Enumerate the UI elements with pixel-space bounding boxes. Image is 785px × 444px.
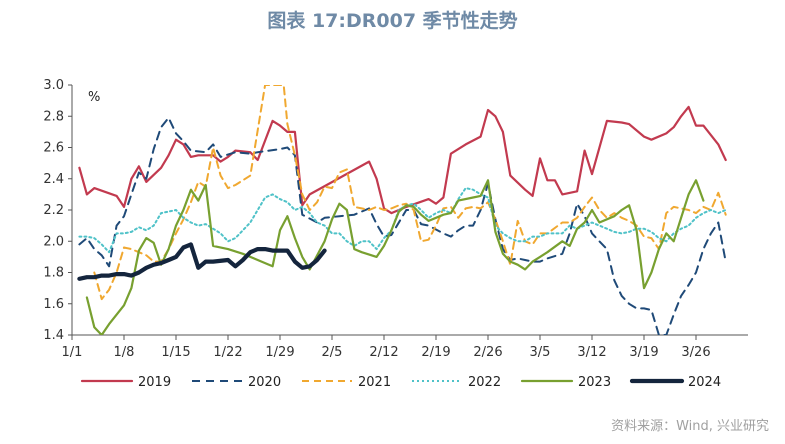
x-tick-label: 3/19 bbox=[629, 345, 658, 360]
y-tick-label: 2.4 bbox=[43, 172, 64, 187]
legend-label-2024: 2024 bbox=[688, 375, 721, 390]
x-tick-label: 1/15 bbox=[161, 345, 190, 360]
chart-axes: 3.0 2.8 2.6 2.4 2.2 2.0 1.8 1.6 1.4 1/1 1/8 1/15 1/2… bbox=[43, 78, 748, 360]
x-tick-label: 2/5 bbox=[322, 345, 343, 360]
legend-label-2020: 2020 bbox=[248, 375, 281, 390]
source-note: 资料来源：Wind, 兴业研究 bbox=[611, 419, 769, 434]
x-tick-label: 2/26 bbox=[473, 345, 502, 360]
chart-title: 图表 17:DR007 季节性走势 bbox=[267, 10, 518, 32]
x-tick-label: 1/22 bbox=[213, 345, 242, 360]
y-tick-label: 1.6 bbox=[43, 297, 64, 312]
series-line-2020 bbox=[78, 116, 727, 335]
x-tick-label: 3/5 bbox=[530, 345, 551, 360]
legend-label-2023: 2023 bbox=[578, 375, 611, 390]
chart-legend: 2019 2020 2021 2022 2023 2024 bbox=[80, 375, 721, 390]
y-tick-label: 3.0 bbox=[43, 78, 64, 93]
x-tick-label: 3/26 bbox=[681, 345, 710, 360]
legend-label-2021: 2021 bbox=[358, 375, 391, 390]
series-line-2024 bbox=[77, 242, 327, 281]
plot-area bbox=[77, 85, 727, 335]
y-tick-label: 2.2 bbox=[43, 203, 64, 218]
x-tick-label: 1/29 bbox=[265, 345, 294, 360]
legend-label-2019: 2019 bbox=[138, 375, 171, 390]
series-line-2022 bbox=[78, 187, 727, 254]
y-tick-label: 2.6 bbox=[43, 141, 64, 156]
series-line-2019 bbox=[78, 105, 727, 215]
y-tick-label: 2.8 bbox=[43, 109, 64, 124]
x-tick-label: 1/1 bbox=[62, 345, 83, 360]
y-tick-label: 2.0 bbox=[43, 234, 64, 249]
x-tick-label: 1/8 bbox=[114, 345, 135, 360]
x-tick-label: 2/12 bbox=[369, 345, 398, 360]
y-tick-label: 1.4 bbox=[43, 328, 64, 343]
series-line-2021 bbox=[93, 85, 727, 301]
series-line-2023 bbox=[85, 179, 705, 335]
y-unit-label: % bbox=[88, 90, 101, 105]
x-tick-label: 3/12 bbox=[577, 345, 606, 360]
y-tick-label: 1.8 bbox=[43, 266, 64, 281]
legend-label-2022: 2022 bbox=[468, 375, 501, 390]
x-tick-label: 2/19 bbox=[421, 345, 450, 360]
